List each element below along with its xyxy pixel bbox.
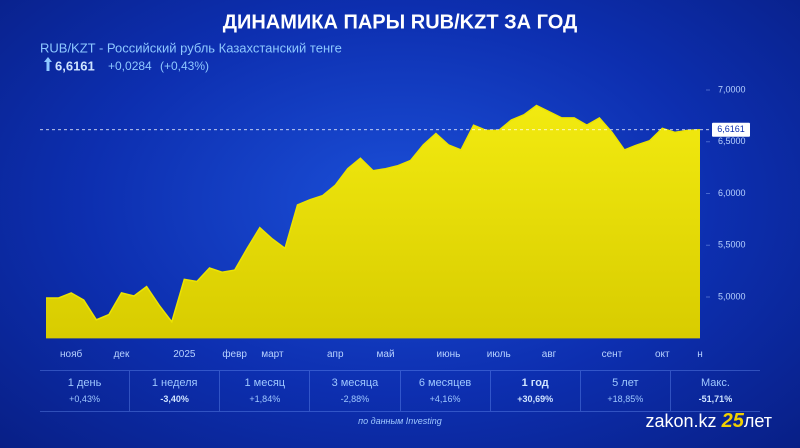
period-change: +30,69% — [517, 394, 554, 404]
period-cell[interactable]: 1 неделя -3,40% — [129, 371, 219, 411]
period-change: +18,85% — [607, 394, 644, 404]
period-cell[interactable]: 6 месяцев +4,16% — [399, 371, 490, 411]
up-arrow — [44, 57, 52, 71]
x-tick-label: май — [377, 349, 395, 360]
brand-number: 25 — [721, 410, 744, 432]
x-tick-label: нояб — [60, 348, 82, 360]
current-badge — [712, 122, 750, 137]
x-tick-label: июнь — [437, 349, 461, 360]
period-label: 1 год — [521, 377, 549, 389]
change: +0,0284 — [108, 59, 152, 73]
period-label: Макс. — [700, 377, 730, 389]
x-tick-label: окт — [655, 349, 670, 360]
period-label: 5 лет — [612, 377, 639, 389]
source: по данным Investing — [358, 416, 442, 426]
period-change: -2,88% — [340, 394, 370, 404]
period-change: -51,71% — [698, 394, 733, 404]
x-tick-label: авг — [542, 349, 557, 360]
period-cell[interactable]: 5 лет +18,85% — [579, 371, 670, 411]
x-tick-label: апр — [327, 349, 344, 360]
change-pct: (+0,43%) — [160, 59, 209, 73]
period-change: +4,16% — [429, 394, 461, 404]
period-change: +1,84% — [249, 394, 281, 404]
x-tick-label: март — [261, 349, 284, 360]
period-label: 3 месяца — [331, 377, 379, 389]
period-label: 1 месяц — [244, 377, 286, 389]
x-tick-label: сент — [602, 349, 623, 360]
x-tick-label: дек — [114, 349, 130, 360]
brand-suffix: лет — [743, 411, 772, 431]
period-cell[interactable]: 1 день +0,43% — [40, 371, 129, 411]
chart-title: ДИНАМИКА ПАРЫ RUB/KZT ЗА ГОД — [223, 11, 578, 33]
subtitle: RUB/KZT - Российский рубль Казахстанский… — [40, 40, 342, 55]
x-tick-label: февр — [222, 348, 247, 360]
y-tick-label: 6,0000 — [718, 188, 746, 198]
period-change: +0,43% — [69, 394, 100, 404]
period-table: 1 день +0,43% 1 неделя -3,40% 1 месяц +1,84% 3… — [40, 370, 760, 412]
period-cell[interactable]: Макс. -51,71% — [669, 371, 760, 411]
period-label: 1 неделя — [151, 377, 198, 389]
current-label: 6,6161 — [717, 124, 745, 134]
brand: zakon.kz — [645, 411, 717, 431]
period-change: -3,40% — [160, 394, 189, 404]
y-tick-label: 7,0000 — [718, 84, 746, 94]
price: 6,6161 — [55, 58, 95, 73]
x-tick-label: 2025 — [173, 349, 196, 360]
x-tick-label: н — [697, 349, 703, 360]
period-cell[interactable]: 1 месяц +1,84% — [219, 371, 309, 411]
area — [46, 105, 700, 339]
logo: zakon.kz 25лет — [646, 410, 772, 433]
y-tick-label: 5,5000 — [718, 240, 746, 250]
y-tick-label: 6,5000 — [718, 136, 746, 146]
chart: ДИНАМИКА ПАРЫ RUB/KZT ЗА ГОД RUB/KZT - Р… — [40, 11, 750, 361]
period-cell[interactable]: 1 год +30,69% — [489, 371, 580, 411]
period-label: 1 день — [67, 377, 102, 389]
x-tick-label: июль — [487, 349, 511, 360]
y-tick-label: 5,0000 — [718, 291, 746, 301]
line — [46, 104, 701, 324]
period-label: 6 месяцев — [418, 377, 472, 389]
period-cell[interactable]: 3 месяца -2,88% — [309, 371, 399, 411]
